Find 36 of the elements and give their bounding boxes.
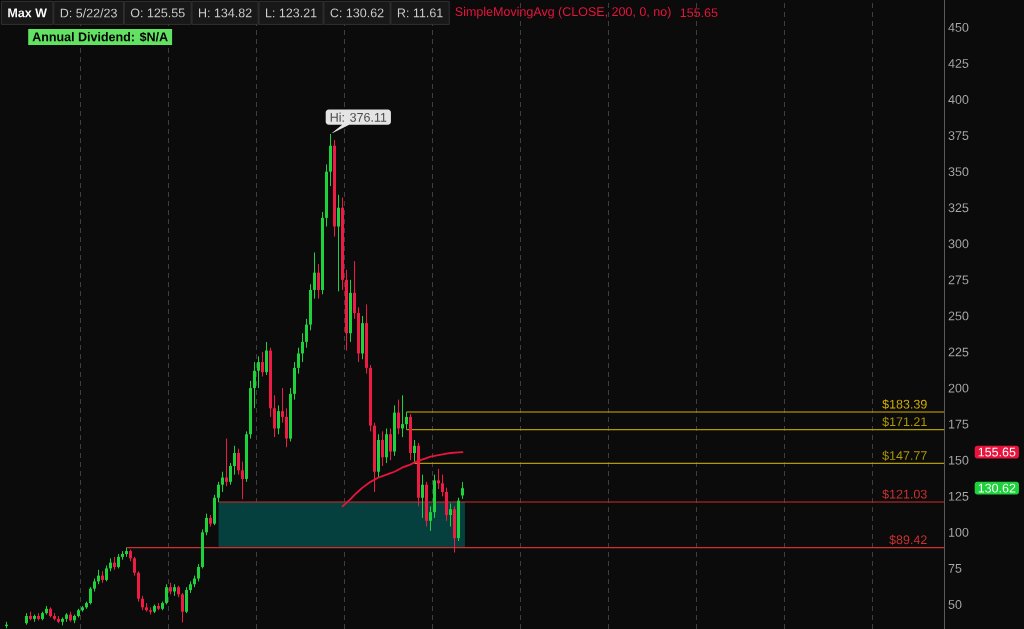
y-tick-label: 200 [948, 383, 969, 393]
annotation: Annual Dividend: $N/A [32, 31, 168, 43]
y-tick-label: 450 [948, 22, 969, 32]
y-tick-label: 275 [948, 275, 969, 285]
annotation: D: 5/22/23 [60, 8, 117, 18]
annotation: 155.65 [680, 8, 718, 18]
annotation: Hi: 376.11 [330, 112, 387, 122]
y-tick-label: 50 [948, 600, 962, 609]
y-tick-label: 225 [948, 347, 969, 357]
ref-line-label: $121.03 [882, 489, 927, 500]
annotation: C: 130.62 [330, 8, 384, 18]
y-tick-label: 350 [948, 167, 969, 177]
y-tick-label: 250 [948, 311, 969, 321]
y-tick-label: 325 [948, 203, 969, 213]
annotation: O: 125.55 [130, 8, 185, 18]
y-tick-label: 425 [948, 59, 969, 68]
y-tick-label: 150 [948, 455, 969, 465]
ref-line-label: $183.39 [882, 399, 927, 410]
text: Max W [8, 8, 47, 18]
candlestick [149, 606, 152, 616]
y-tick-label: 75 [948, 564, 962, 573]
y-tick-label: 125 [948, 491, 969, 501]
annotation: H: 134.82 [199, 8, 252, 18]
text: 130.62 [978, 483, 1016, 493]
annotation: L: 123.21 [266, 8, 317, 18]
ref-line-label: $171.21 [882, 416, 927, 427]
text: SimpleMovingAvg (CLOSE, 200, 0, no) [455, 6, 671, 19]
y-tick-label: 300 [948, 239, 969, 249]
annotation: R: 11.61 [397, 8, 443, 18]
ref-line-label: $147.77 [882, 450, 927, 461]
y-tick-label: 175 [948, 419, 969, 429]
ref-line-label: $89.42 [889, 534, 927, 545]
y-tick-label: 400 [948, 95, 969, 104]
y-tick-label: 375 [948, 131, 969, 141]
text: 155.65 [978, 447, 1016, 457]
y-tick-label: 100 [948, 527, 969, 537]
